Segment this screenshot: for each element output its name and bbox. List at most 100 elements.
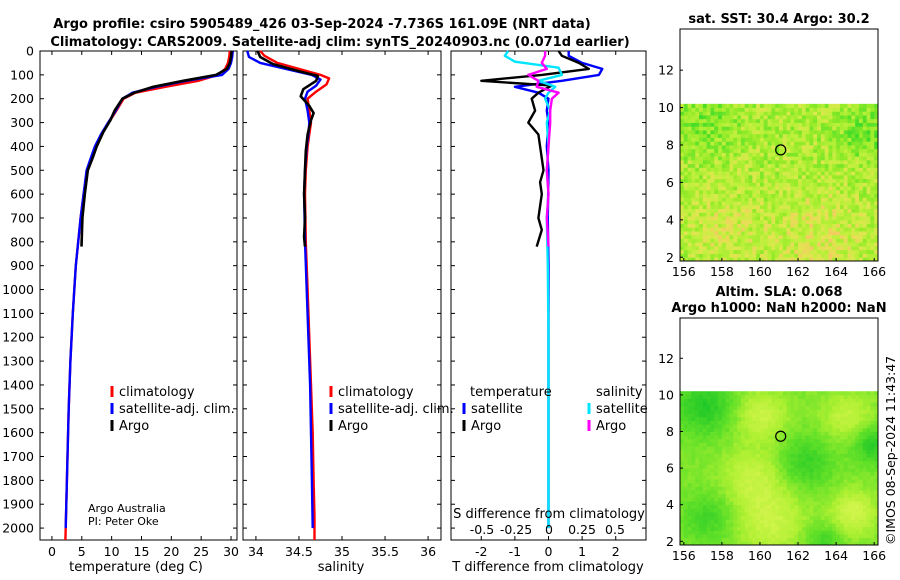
legend-temperature-title: temperature — [470, 385, 552, 400]
map-cell — [828, 405, 833, 410]
map-cell — [729, 137, 734, 142]
map-cell — [832, 523, 837, 528]
map-cell — [702, 133, 708, 138]
map-cell — [847, 493, 852, 498]
map-cell — [858, 219, 864, 224]
map-cell — [824, 208, 829, 213]
map-cell — [733, 227, 738, 232]
map-cell — [786, 122, 791, 127]
map-cell — [779, 163, 784, 168]
map-cell — [851, 242, 856, 247]
map-cell — [824, 501, 829, 506]
map-cell — [824, 152, 829, 157]
map-cell — [744, 204, 749, 210]
map-cell — [699, 457, 704, 462]
map-cell — [710, 234, 715, 239]
map-cell — [824, 490, 829, 495]
map-cell — [786, 216, 791, 221]
map-cell — [820, 246, 826, 251]
map-cell — [794, 446, 799, 451]
map-cell — [680, 515, 685, 520]
map-cell — [767, 126, 772, 131]
map-cell — [855, 197, 860, 202]
map-cell — [710, 449, 715, 454]
map-cell — [763, 133, 768, 138]
map-cell — [733, 133, 738, 138]
map-cell — [805, 424, 810, 429]
map-cell — [858, 167, 864, 172]
map-cell — [729, 427, 734, 432]
map-cell — [695, 405, 700, 410]
map-cell — [858, 238, 864, 243]
map-cell — [801, 246, 807, 251]
map-cell — [805, 541, 810, 545]
map-cell — [680, 178, 685, 183]
map-cell — [714, 103, 719, 108]
map-cell — [801, 126, 807, 131]
map-cell — [710, 167, 715, 172]
map-cell — [862, 216, 867, 221]
map-cell — [847, 446, 852, 451]
map-cell — [687, 111, 692, 116]
map-cell — [828, 541, 833, 545]
map-cell — [706, 219, 711, 224]
map-cell — [878, 182, 882, 186]
map-cell — [740, 145, 746, 150]
map-cell — [718, 227, 723, 232]
map-cell — [862, 424, 867, 429]
map-cell — [779, 526, 784, 531]
map-cell — [817, 223, 822, 228]
map-cell — [801, 103, 807, 108]
map-cell — [729, 438, 734, 443]
map-cell — [870, 257, 875, 261]
map-cell — [832, 530, 837, 535]
map-cell — [718, 141, 723, 146]
map-cell — [866, 137, 871, 142]
map-cell — [782, 486, 788, 491]
map-cell — [847, 208, 852, 213]
map-cell — [874, 137, 878, 142]
map-cell — [706, 468, 711, 473]
map-cell — [878, 104, 882, 108]
map-cell — [737, 486, 742, 491]
map-cell — [714, 159, 719, 165]
map-cell — [756, 231, 761, 236]
map-cell — [683, 111, 689, 116]
y-tick-label: 10 — [658, 100, 674, 115]
map-cell — [836, 501, 841, 506]
map-cell — [771, 249, 776, 254]
map-cell — [839, 541, 845, 545]
map-cell — [813, 512, 818, 517]
map-cell — [862, 219, 867, 224]
map-cell — [843, 479, 848, 484]
map-cell — [839, 137, 845, 142]
map-cell — [771, 133, 776, 138]
map-cell — [775, 541, 780, 545]
map-cell — [744, 394, 749, 399]
map-cell — [752, 204, 757, 210]
map-cell — [805, 402, 810, 407]
map-cell — [805, 460, 810, 465]
map-cell — [729, 497, 734, 502]
map-cell — [744, 449, 749, 454]
map-cell — [798, 391, 803, 396]
map-cell — [847, 501, 852, 506]
map-cell — [782, 405, 788, 410]
map-cell — [836, 475, 841, 480]
map-cell — [843, 530, 848, 535]
map-cell — [725, 242, 730, 247]
map-cell — [847, 115, 852, 120]
map-cell — [843, 523, 848, 528]
map-cell — [748, 204, 753, 210]
map-cell — [801, 475, 807, 480]
map-cell — [695, 238, 700, 243]
map-cell — [748, 152, 753, 157]
map-cell — [813, 189, 818, 195]
map-cell — [839, 126, 845, 131]
map-cell — [714, 227, 719, 232]
map-cell — [862, 460, 867, 465]
map-cell — [820, 508, 826, 513]
map-cell — [695, 416, 700, 421]
map-cell — [759, 159, 765, 165]
map-cell — [874, 453, 878, 458]
